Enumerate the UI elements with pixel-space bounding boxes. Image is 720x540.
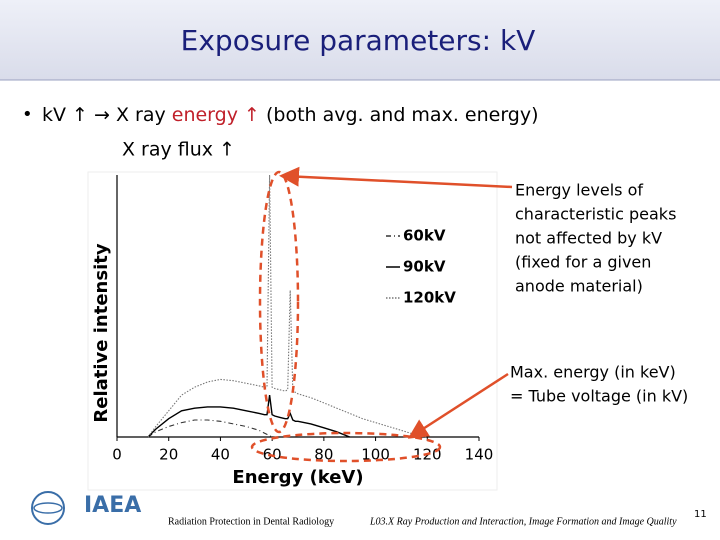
annotation-line: not affected by kV (515, 229, 662, 248)
annotations: Energy levels of characteristic peaks not … (510, 181, 688, 406)
arrow (407, 372, 509, 439)
x-tick-label: 140 (465, 446, 494, 464)
footer-course: Radiation Protection in Dental Radiology (168, 516, 334, 527)
series-line (147, 419, 273, 438)
x-axis-label: Energy (keV) (232, 467, 363, 488)
annotation-line: Energy levels of (515, 181, 643, 200)
x-tick-label: 0 (112, 446, 122, 464)
annotation-line: = Tube voltage (in kV) (510, 387, 688, 406)
logo: IAEA (31, 491, 141, 525)
chart-frame (87, 171, 498, 491)
legend-label: 60kV (403, 227, 446, 245)
y-axis-label: Relative intensity (91, 243, 112, 422)
x-tick-label: 20 (159, 446, 178, 464)
text: (both avg. and max. energy) (260, 104, 539, 126)
annotation-line: (fixed for a given (515, 253, 651, 272)
annotation-line: anode material) (515, 277, 643, 296)
highlight-ellipse (250, 431, 442, 463)
slide-title: Exposure parameters: kV (181, 24, 536, 57)
bullet-text: X ray flux ↑ (122, 139, 235, 161)
x-tick-label: 40 (211, 446, 230, 464)
legend-label: 90kV (403, 258, 446, 276)
highlight-ellipse (258, 170, 300, 434)
page-number: 11 (694, 509, 707, 520)
annotation-line: characteristic peaks (515, 205, 676, 224)
title-bar (0, 0, 720, 80)
series-line (147, 174, 428, 438)
bullet-dot: • (22, 104, 33, 125)
arrow (279, 166, 513, 189)
annotation-line: Max. energy (in keV) (510, 363, 676, 382)
logo-emblem (33, 502, 63, 514)
logo-emblem (31, 491, 65, 525)
highlight: energy ↑ (172, 104, 260, 126)
x-tick-label: 80 (314, 446, 333, 464)
logo-text: IAEA (84, 493, 141, 518)
series-line (147, 395, 350, 438)
legend-label: 120kV (403, 289, 456, 307)
bullet-text: kV ↑ → X ray energy ↑ (both avg. and max… (42, 104, 539, 126)
footer-lecture: L03.X Ray Production and Interaction, Im… (369, 516, 677, 527)
text: kV ↑ → X ray (42, 104, 172, 126)
